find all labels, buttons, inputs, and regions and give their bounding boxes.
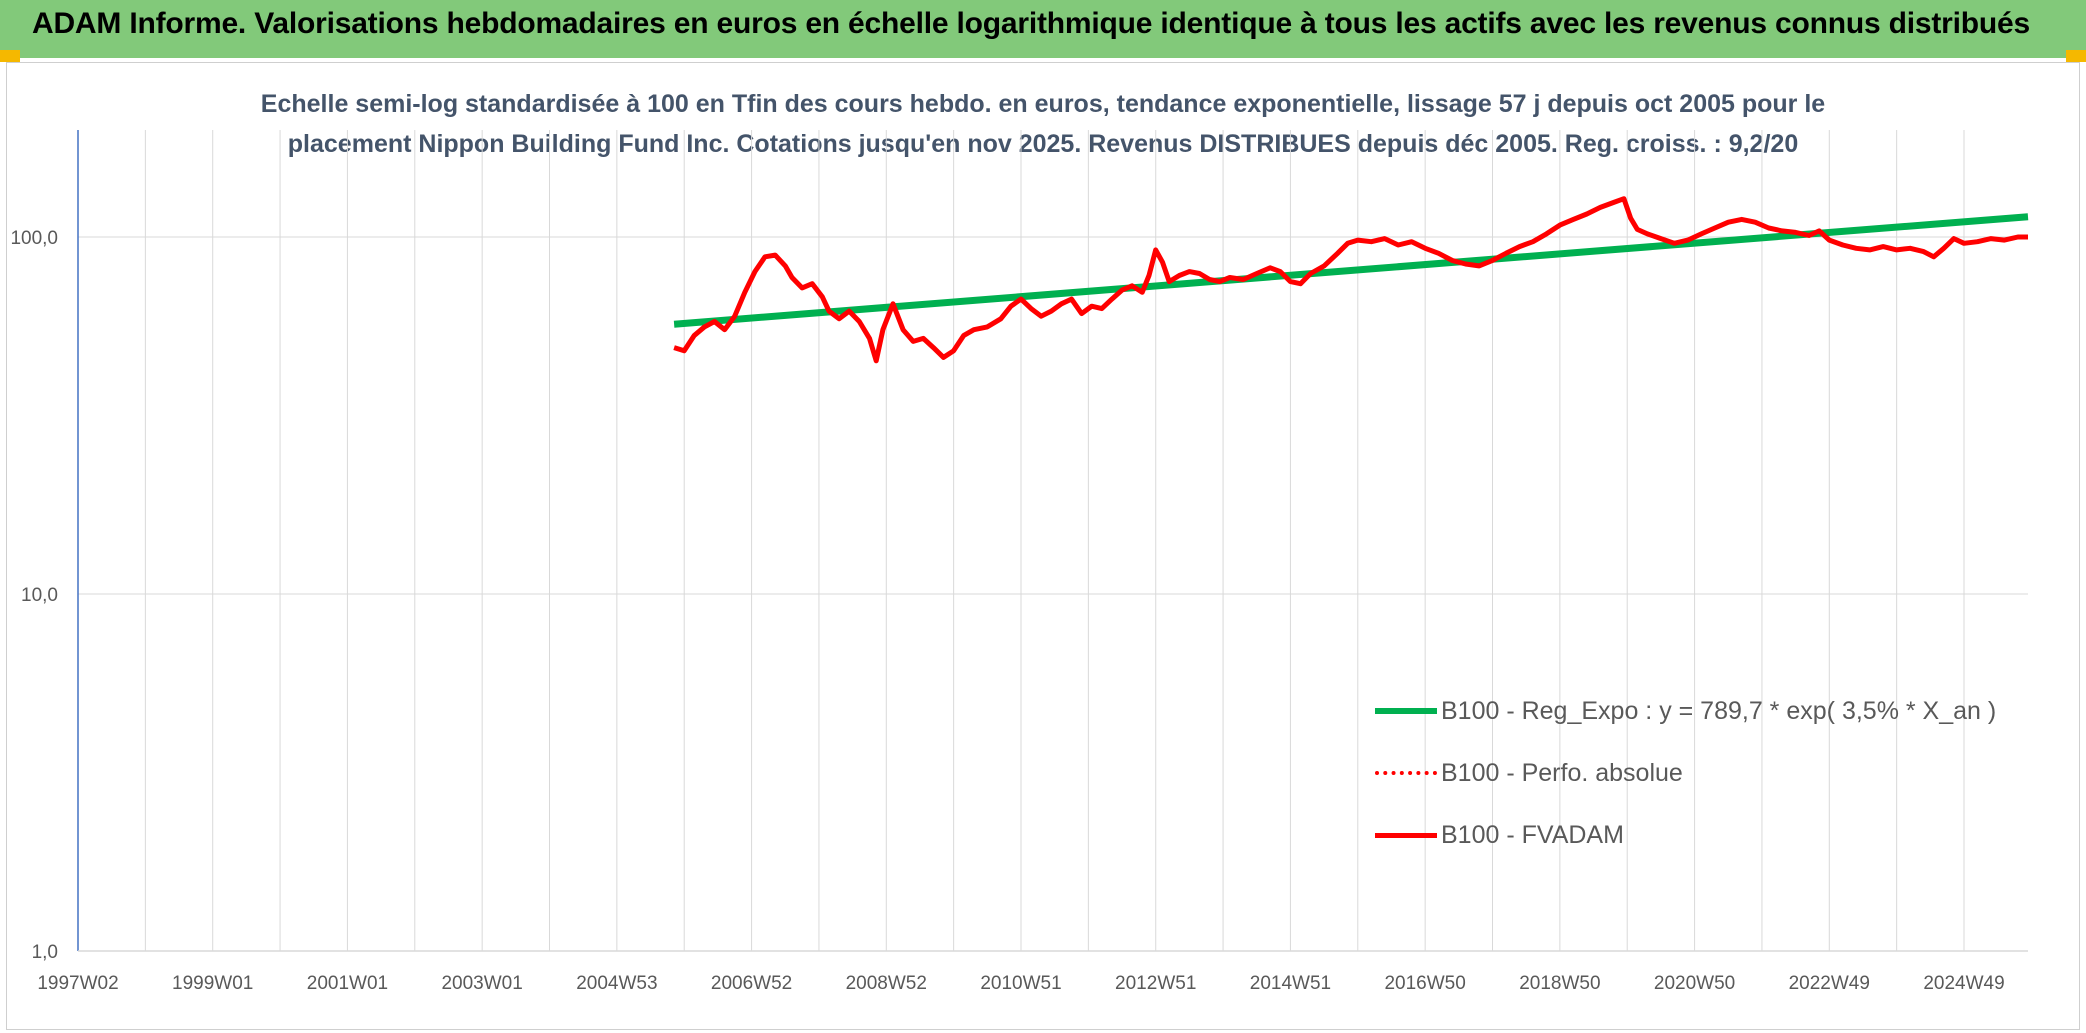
legend-label-regression: B100 - Reg_Expo : y = 789,7 * exp( 3,5% …: [1441, 696, 1997, 725]
x-tick-label: 2004W53: [576, 973, 657, 994]
x-tick-label: 1999W01: [172, 973, 253, 994]
legend-item-perfo: B100 - Perfo. absolue: [1375, 742, 2015, 804]
legend-item-fvadam: B100 - FVADAM: [1375, 804, 2015, 866]
chart-title-line-2: placement Nippon Building Fund Inc. Cota…: [287, 130, 1799, 158]
y-tick-label: 100,0: [10, 228, 58, 249]
x-tick-label: 2018W50: [1519, 973, 1600, 994]
chart-title-line-1: Echelle semi-log standardisée à 100 en T…: [260, 90, 1826, 118]
legend-item-regression: B100 - Reg_Expo : y = 789,7 * exp( 3,5% …: [1375, 680, 2015, 742]
legend-swatch-perfo: [1375, 771, 1437, 775]
x-tick-label: 2010W51: [980, 973, 1061, 994]
x-tick-label: 2022W49: [1789, 973, 1870, 994]
legend-swatch-regression: [1375, 708, 1437, 714]
corner-marker-left: [0, 50, 20, 62]
x-tick-label: 2006W52: [711, 973, 792, 994]
y-tick-label: 1,0: [32, 942, 58, 963]
corner-marker-right: [2066, 50, 2086, 62]
series-line-fvadam: [673, 196, 2028, 364]
legend-swatch-fvadam: [1375, 832, 1437, 838]
x-tick-label: 2003W01: [441, 973, 522, 994]
y-tick-label: 10,0: [21, 585, 58, 606]
legend-label-fvadam: B100 - FVADAM: [1441, 820, 1624, 849]
x-tick-label: 2016W50: [1384, 973, 1465, 994]
x-tick-label: 2014W51: [1250, 973, 1331, 994]
x-tick-label: 2001W01: [307, 973, 388, 994]
chart-title: Echelle semi-log standardisée à 100 en T…: [0, 84, 2086, 164]
legend-label-perfo: B100 - Perfo. absolue: [1441, 758, 1683, 787]
x-tick-label: 2012W51: [1115, 973, 1196, 994]
header-bar: [0, 0, 2086, 58]
x-tick-label: 2008W52: [846, 973, 927, 994]
x-tick-label: 2024W49: [1923, 973, 2004, 994]
page-title: ADAM Informe. Valorisations hebdomadaire…: [32, 7, 2030, 40]
chart-legend: B100 - Reg_Expo : y = 789,7 * exp( 3,5% …: [1375, 680, 2015, 866]
x-tick-label: 1997W02: [37, 973, 118, 994]
x-tick-label: 2020W50: [1654, 973, 1735, 994]
